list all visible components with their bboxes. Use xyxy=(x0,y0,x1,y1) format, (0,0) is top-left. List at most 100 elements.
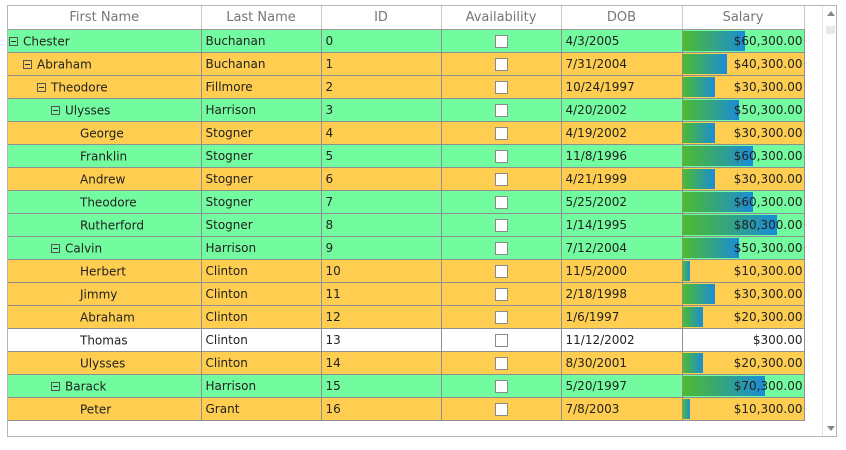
cell-last-name[interactable]: Fillmore xyxy=(201,75,322,99)
cell-last-name[interactable]: Stogner xyxy=(201,144,322,168)
table-row[interactable]: Franklin Stogner 5 11/8/1996 $60,300.00 xyxy=(8,144,805,168)
table-row[interactable]: Ulysses Clinton 14 8/30/2001 $20,300.00 xyxy=(8,351,805,375)
cell-first-name[interactable]: Abraham xyxy=(8,52,202,76)
cell-dob[interactable]: 8/30/2001 xyxy=(561,351,683,375)
table-row[interactable]: Ulysses Harrison 3 4/20/2002 $50,300.00 xyxy=(8,98,805,122)
cell-salary[interactable]: $50,300.00 xyxy=(682,236,805,260)
cell-dob[interactable]: 7/8/2003 xyxy=(561,397,683,421)
cell-dob[interactable]: 11/12/2002 xyxy=(561,328,683,352)
cell-first-name[interactable]: Ulysses xyxy=(8,98,202,122)
scrollbar-thumb[interactable] xyxy=(826,26,835,34)
cell-first-name[interactable]: Herbert xyxy=(8,259,202,283)
cell-id[interactable]: 4 xyxy=(321,121,442,145)
availability-checkbox[interactable] xyxy=(494,357,508,370)
cell-salary[interactable]: $60,300.00 xyxy=(682,144,805,168)
cell-first-name[interactable]: Theodore xyxy=(8,190,202,214)
cell-salary[interactable]: $60,300.00 xyxy=(682,190,805,214)
cell-id[interactable]: 5 xyxy=(321,144,442,168)
cell-dob[interactable]: 10/24/1997 xyxy=(561,75,683,99)
cell-salary[interactable]: $40,300.00 xyxy=(682,52,805,76)
table-row[interactable]: Chester Buchanan 0 4/3/2005 $60,300.00 xyxy=(8,29,805,53)
availability-checkbox[interactable] xyxy=(494,81,508,94)
cell-last-name[interactable]: Stogner xyxy=(201,167,322,191)
cell-id[interactable]: 16 xyxy=(321,397,442,421)
vertical-scrollbar[interactable] xyxy=(822,6,836,436)
cell-salary[interactable]: $20,300.00 xyxy=(682,305,805,329)
availability-checkbox[interactable] xyxy=(494,104,508,117)
availability-checkbox[interactable] xyxy=(494,334,508,347)
column-header-availability[interactable]: Availability xyxy=(441,6,562,30)
cell-first-name[interactable]: Rutherford xyxy=(8,213,202,237)
cell-salary[interactable]: $30,300.00 xyxy=(682,121,805,145)
cell-id[interactable]: 10 xyxy=(321,259,442,283)
table-row[interactable]: Barack Harrison 15 5/20/1997 $70,300.00 xyxy=(8,374,805,398)
cell-salary[interactable]: $60,300.00 xyxy=(682,29,805,53)
cell-dob[interactable]: 4/21/1999 xyxy=(561,167,683,191)
table-row[interactable]: Abraham Clinton 12 1/6/1997 $20,300.00 xyxy=(8,305,805,329)
cell-salary[interactable]: $30,300.00 xyxy=(682,167,805,191)
availability-checkbox[interactable] xyxy=(494,35,508,48)
cell-id[interactable]: 6 xyxy=(321,167,442,191)
cell-last-name[interactable]: Harrison xyxy=(201,374,322,398)
cell-id[interactable]: 0 xyxy=(321,29,442,53)
table-row[interactable]: George Stogner 4 4/19/2002 $30,300.00 xyxy=(8,121,805,145)
cell-last-name[interactable]: Clinton xyxy=(201,305,322,329)
cell-first-name[interactable]: Theodore xyxy=(8,75,202,99)
availability-checkbox[interactable] xyxy=(494,380,508,393)
cell-first-name[interactable]: George xyxy=(8,121,202,145)
cell-dob[interactable]: 1/14/1995 xyxy=(561,213,683,237)
table-row[interactable]: Peter Grant 16 7/8/2003 $10,300.00 xyxy=(8,397,805,421)
availability-checkbox[interactable] xyxy=(494,150,508,163)
minus-box-icon[interactable] xyxy=(51,243,60,253)
cell-salary[interactable]: $70,300.00 xyxy=(682,374,805,398)
cell-id[interactable]: 1 xyxy=(321,52,442,76)
cell-last-name[interactable]: Buchanan xyxy=(201,29,322,53)
cell-id[interactable]: 12 xyxy=(321,305,442,329)
cell-last-name[interactable]: Grant xyxy=(201,397,322,421)
cell-dob[interactable]: 4/19/2002 xyxy=(561,121,683,145)
availability-checkbox[interactable] xyxy=(494,242,508,255)
chevron-down-icon[interactable] xyxy=(827,426,835,431)
cell-id[interactable]: 8 xyxy=(321,213,442,237)
availability-checkbox[interactable] xyxy=(494,196,508,209)
cell-id[interactable]: 15 xyxy=(321,374,442,398)
cell-first-name[interactable]: Thomas xyxy=(8,328,202,352)
cell-last-name[interactable]: Clinton xyxy=(201,351,322,375)
cell-id[interactable]: 2 xyxy=(321,75,442,99)
cell-first-name[interactable]: Andrew xyxy=(8,167,202,191)
table-row[interactable]: Jimmy Clinton 11 2/18/1998 $30,300.00 xyxy=(8,282,805,306)
availability-checkbox[interactable] xyxy=(494,265,508,278)
table-row[interactable]: Thomas Clinton 13 11/12/2002 $300.00 xyxy=(8,328,805,352)
availability-checkbox[interactable] xyxy=(494,403,508,416)
availability-checkbox[interactable] xyxy=(494,127,508,140)
cell-id[interactable]: 3 xyxy=(321,98,442,122)
cell-dob[interactable]: 4/20/2002 xyxy=(561,98,683,122)
cell-salary[interactable]: $50,300.00 xyxy=(682,98,805,122)
availability-checkbox[interactable] xyxy=(494,288,508,301)
table-row[interactable]: Rutherford Stogner 8 1/14/1995 $80,300.00 xyxy=(8,213,805,237)
cell-id[interactable]: 13 xyxy=(321,328,442,352)
table-row[interactable]: Theodore Stogner 7 5/25/2002 $60,300.00 xyxy=(8,190,805,214)
column-header-last-name[interactable]: Last Name xyxy=(201,6,322,30)
cell-salary[interactable]: $80,300.00 xyxy=(682,213,805,237)
minus-box-icon[interactable] xyxy=(23,59,32,69)
cell-first-name[interactable]: Jimmy xyxy=(8,282,202,306)
cell-dob[interactable]: 5/25/2002 xyxy=(561,190,683,214)
cell-dob[interactable]: 7/31/2004 xyxy=(561,52,683,76)
column-header-salary[interactable]: Salary xyxy=(682,6,805,30)
table-row[interactable]: Herbert Clinton 10 11/5/2000 $10,300.00 xyxy=(8,259,805,283)
cell-first-name[interactable]: Peter xyxy=(8,397,202,421)
cell-dob[interactable]: 2/18/1998 xyxy=(561,282,683,306)
cell-first-name[interactable]: Calvin xyxy=(8,236,202,260)
cell-last-name[interactable]: Stogner xyxy=(201,121,322,145)
minus-box-icon[interactable] xyxy=(9,36,18,46)
table-row[interactable]: Calvin Harrison 9 7/12/2004 $50,300.00 xyxy=(8,236,805,260)
table-row[interactable]: Abraham Buchanan 1 7/31/2004 $40,300.00 xyxy=(8,52,805,76)
column-header-first-name[interactable]: First Name xyxy=(8,6,202,30)
cell-last-name[interactable]: Clinton xyxy=(201,259,322,283)
cell-first-name[interactable]: Ulysses xyxy=(8,351,202,375)
cell-last-name[interactable]: Stogner xyxy=(201,213,322,237)
cell-salary[interactable]: $10,300.00 xyxy=(682,259,805,283)
cell-salary[interactable]: $10,300.00 xyxy=(682,397,805,421)
chevron-up-icon[interactable] xyxy=(827,11,835,16)
